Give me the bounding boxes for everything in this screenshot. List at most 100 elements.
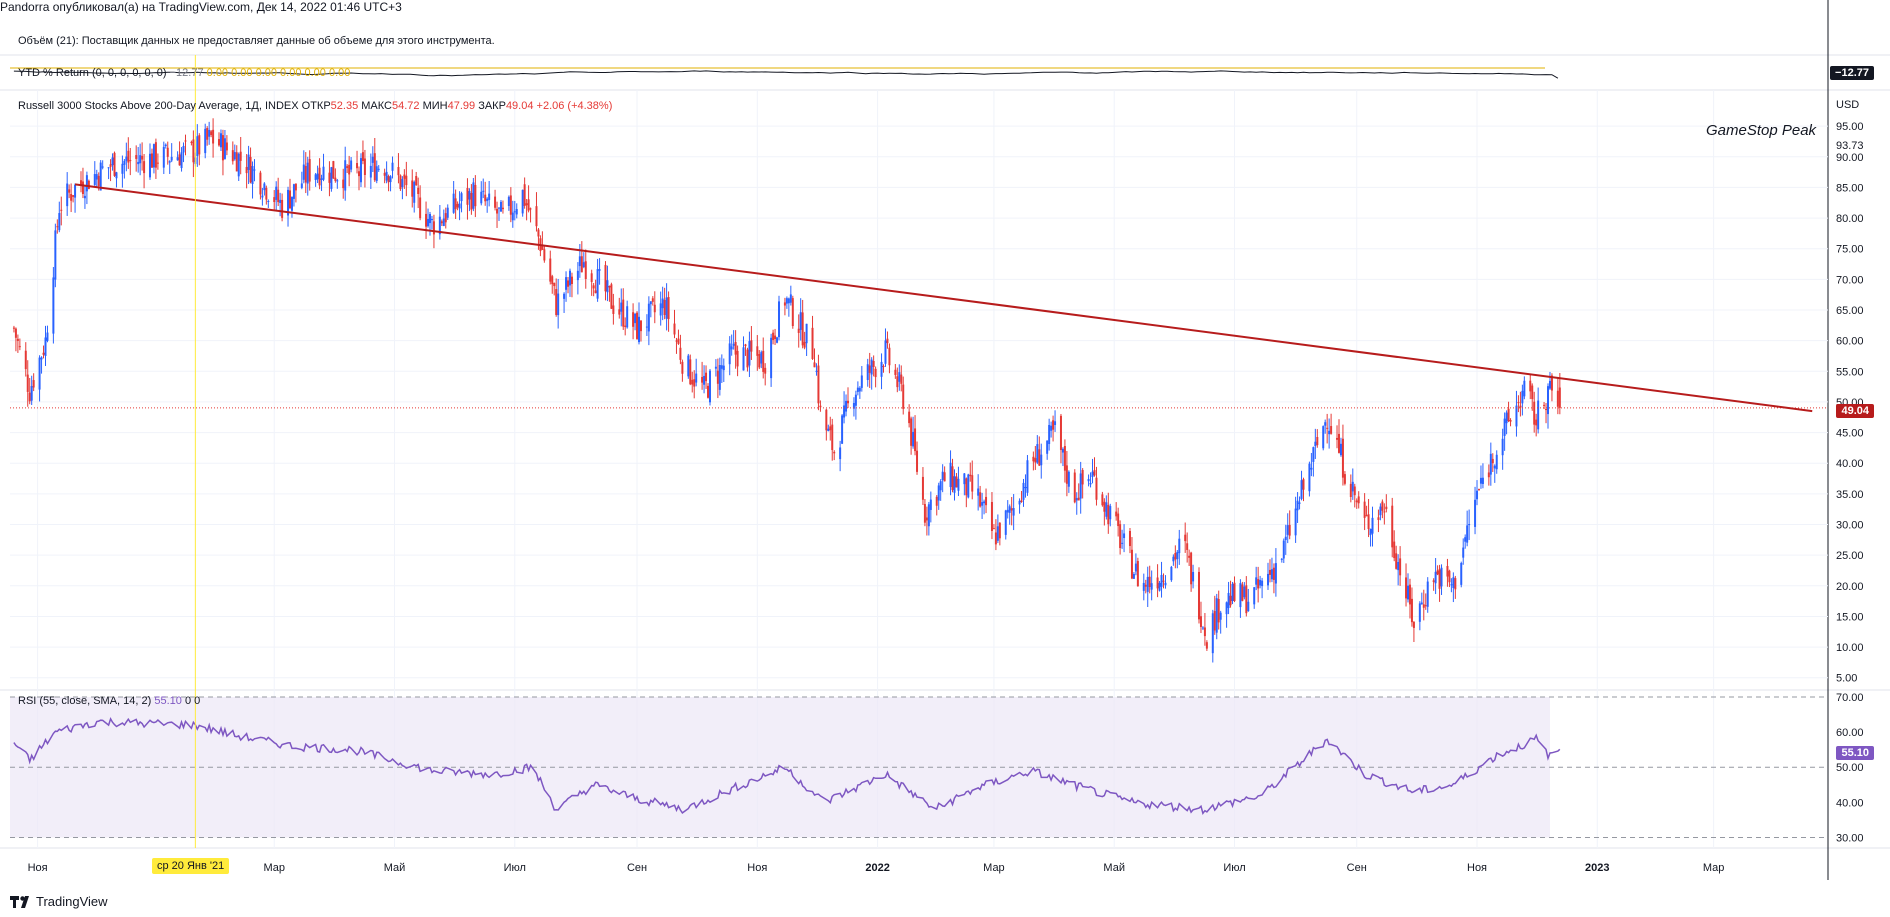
candle-body xyxy=(1466,525,1469,543)
candle-body xyxy=(774,335,777,340)
candle-body xyxy=(263,183,266,191)
candle-body xyxy=(219,133,222,148)
candle-body xyxy=(1162,580,1165,582)
candle-body xyxy=(1296,500,1299,511)
candle-body xyxy=(24,350,27,370)
candle-body xyxy=(196,136,199,157)
tradingview-logo[interactable]: TradingView xyxy=(10,894,108,909)
candle-body xyxy=(247,154,250,171)
candle-body xyxy=(150,153,153,168)
candle-body xyxy=(661,298,664,309)
candle-body xyxy=(515,209,518,215)
candle-body xyxy=(971,475,974,492)
candle-body xyxy=(1395,553,1398,569)
last-price-tag: 49.04 xyxy=(1836,404,1874,418)
candle-body xyxy=(1026,460,1029,493)
candle-body xyxy=(1134,563,1137,572)
candle-body xyxy=(592,285,595,289)
candle-body xyxy=(693,379,696,387)
candle-body xyxy=(925,517,928,521)
candle-body xyxy=(399,175,402,190)
open-value: 52.35 xyxy=(330,100,359,112)
candle-body xyxy=(472,182,475,209)
candle-body xyxy=(1412,621,1415,628)
candle-body xyxy=(854,394,857,406)
candle-body xyxy=(868,365,871,373)
rsi-tag: 55.10 xyxy=(1836,746,1874,760)
time-axis-label: Сен xyxy=(627,862,647,874)
candle-body xyxy=(221,135,224,161)
candle-body xyxy=(1302,479,1305,490)
candle-body xyxy=(389,176,392,183)
candle-body xyxy=(576,270,579,281)
candle-body xyxy=(687,355,690,377)
price-max-label: 93.73 xyxy=(1836,140,1864,152)
candle-body xyxy=(783,302,786,306)
candle-body xyxy=(332,161,335,179)
candle-body xyxy=(70,193,73,201)
candle-body xyxy=(1349,483,1352,498)
candle-body xyxy=(1493,465,1496,469)
price-tick-label: 45.00 xyxy=(1836,428,1864,440)
candle-body xyxy=(1172,556,1175,562)
candle-body xyxy=(1322,426,1325,449)
candle-body xyxy=(927,504,930,527)
candle-body xyxy=(1280,558,1283,560)
candle-body xyxy=(306,162,309,184)
candle-body xyxy=(1286,525,1289,535)
candle-body xyxy=(778,301,781,338)
price-tick-label: 65.00 xyxy=(1836,305,1864,317)
candle-body xyxy=(480,191,483,204)
candle-body xyxy=(499,201,502,212)
candle-body xyxy=(1407,585,1410,600)
candle-body xyxy=(1326,427,1329,429)
candle-body xyxy=(1418,603,1421,622)
candle-body xyxy=(1219,612,1222,620)
candle-body xyxy=(634,313,637,324)
candle-body xyxy=(1324,422,1327,426)
candle-body xyxy=(302,164,305,180)
candle-body xyxy=(83,195,86,199)
candle-body xyxy=(535,206,538,227)
gamestop-annotation[interactable]: GameStop Peak xyxy=(1706,122,1817,139)
candle-body xyxy=(273,197,276,203)
candle-body xyxy=(344,160,347,191)
crosshair-date-label: ср 20 Янв '21 xyxy=(152,858,230,874)
candle-body xyxy=(208,129,211,137)
candle-body xyxy=(40,357,43,360)
tradingview-brand: TradingView xyxy=(36,894,108,909)
candle-body xyxy=(1479,477,1482,484)
rsi-tick-label: 40.00 xyxy=(1836,797,1864,809)
candle-body xyxy=(990,502,993,531)
candle-body xyxy=(789,294,792,303)
candle-body xyxy=(880,361,883,377)
candle-body xyxy=(955,476,958,488)
candle-body xyxy=(1241,584,1244,601)
trendline[interactable] xyxy=(74,183,1813,413)
candle-body xyxy=(610,284,613,309)
candle-body xyxy=(829,426,832,431)
candle-body xyxy=(1215,598,1218,633)
candle-body xyxy=(805,323,808,344)
candle-body xyxy=(563,293,566,299)
time-axis-label: Май xyxy=(384,862,406,874)
candle-body xyxy=(1531,385,1534,400)
candle-body xyxy=(46,332,49,341)
candle-body xyxy=(787,298,790,304)
candle-body xyxy=(620,302,623,312)
candle-body xyxy=(1091,471,1094,477)
candle-body xyxy=(1543,404,1546,406)
price-tick-label: 90.00 xyxy=(1836,152,1864,164)
candle-body xyxy=(1477,489,1480,491)
candle-body xyxy=(882,366,885,368)
candle-body xyxy=(16,338,19,341)
candle-body xyxy=(405,175,408,186)
candle-body xyxy=(1521,390,1524,404)
time-axis-label: Мар xyxy=(1703,862,1725,874)
candle-body xyxy=(1267,573,1270,586)
candle-body xyxy=(251,166,254,184)
candle-body xyxy=(608,285,611,288)
candle-body xyxy=(833,451,836,454)
candle-body xyxy=(484,194,487,202)
